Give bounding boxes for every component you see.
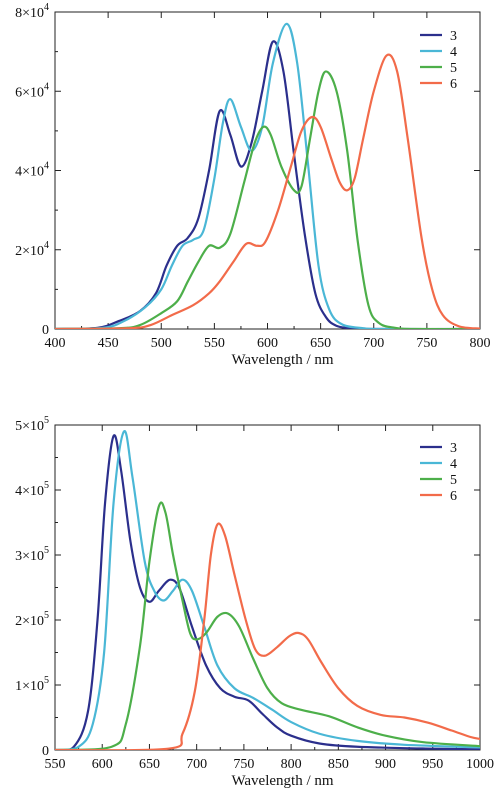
x-tick-label: 850: [328, 757, 349, 772]
x-tick-label: 400: [45, 336, 66, 351]
x-tick-label: 700: [186, 757, 207, 772]
y-tick-exponent: 5: [44, 675, 49, 686]
series-line-4: [55, 430, 480, 750]
y-tick-exponent: 4: [44, 81, 49, 92]
y-tick-label: 4×104: [15, 161, 49, 180]
x-tick-label: 800: [470, 336, 491, 351]
plot-frame: [54, 424, 481, 751]
legend-label-6: 6: [450, 77, 457, 92]
x-tick-label: 650: [310, 336, 331, 351]
y-tick-label: 0: [42, 323, 49, 338]
series-group: [55, 22, 480, 329]
y-tick-exponent: 5: [44, 610, 49, 621]
series-line-6: [55, 53, 480, 329]
x-tick-label: 450: [98, 336, 119, 351]
x-tick-label: 750: [416, 336, 437, 351]
y-tick-exponent: 4: [44, 161, 49, 172]
y-tick-label: 4×105: [15, 480, 49, 499]
y-tick-mantissa: 1×10: [15, 679, 44, 694]
x-tick-label: 600: [92, 757, 113, 772]
y-tick-mantissa: 6×10: [15, 85, 44, 100]
x-tick-label: 550: [204, 336, 225, 351]
series-line-3: [55, 40, 480, 329]
legend-label-3: 3: [450, 441, 457, 456]
y-tick-label: 1×105: [15, 675, 49, 694]
y-tick-label: 5×105: [15, 415, 49, 434]
y-tick-label: 8×104: [15, 2, 49, 21]
y-tick-mantissa: 4×10: [15, 165, 44, 180]
x-tick-label: 600: [257, 336, 278, 351]
series-line-5: [55, 501, 480, 750]
x-axis-title: Wavelength / nm: [231, 773, 333, 789]
legend-label-4: 4: [450, 45, 457, 60]
x-tick-label: 650: [139, 757, 160, 772]
y-tick-exponent: 5: [44, 415, 49, 426]
series-line-4: [55, 22, 480, 329]
x-tick-label: 500: [151, 336, 172, 351]
x-tick-label: 700: [363, 336, 384, 351]
x-tick-label: 750: [233, 757, 254, 772]
y-tick-mantissa: 2×10: [15, 614, 44, 629]
y-tick-exponent: 4: [44, 2, 49, 13]
y-tick-label: 2×105: [15, 610, 49, 629]
series-line-5: [55, 70, 480, 329]
y-tick-label: 6×104: [15, 81, 49, 100]
series-group: [55, 430, 480, 750]
y-tick-exponent: 5: [44, 545, 49, 556]
legend-label-6: 6: [450, 489, 457, 504]
y-tick-label: 2×104: [15, 240, 49, 259]
chart-2: 550 600 650 700 750 800 850 900 950 100001×1052×1…: [15, 415, 494, 789]
y-tick-label: 3×105: [15, 545, 49, 564]
x-tick-label: 900: [375, 757, 396, 772]
y-tick-mantissa: 0: [42, 323, 49, 338]
legend-label-5: 5: [450, 61, 457, 76]
x-tick-label: 1000: [466, 757, 494, 772]
series-line-6: [55, 522, 480, 750]
y-tick-label: 0: [42, 744, 49, 759]
y-tick-mantissa: 5×10: [15, 419, 44, 434]
x-tick-label: 800: [281, 757, 302, 772]
y-tick-exponent: 4: [44, 240, 49, 251]
x-tick-label: 950: [422, 757, 443, 772]
legend-label-5: 5: [450, 473, 457, 488]
legend-label-3: 3: [450, 29, 457, 44]
y-tick-mantissa: 4×10: [15, 484, 44, 499]
x-tick-label: 550: [45, 757, 66, 772]
y-tick-mantissa: 2×10: [15, 244, 44, 259]
y-tick-mantissa: 8×10: [15, 6, 44, 21]
chart-1: 400 450 500 550 600 650 700 750 80002×1044×1046×…: [15, 2, 490, 368]
y-tick-exponent: 5: [44, 480, 49, 491]
legend-label-4: 4: [450, 457, 457, 472]
y-tick-mantissa: 0: [42, 744, 49, 759]
series-line-3: [55, 434, 480, 750]
x-axis-title: Wavelength / nm: [231, 352, 333, 368]
y-tick-mantissa: 3×10: [15, 549, 44, 564]
